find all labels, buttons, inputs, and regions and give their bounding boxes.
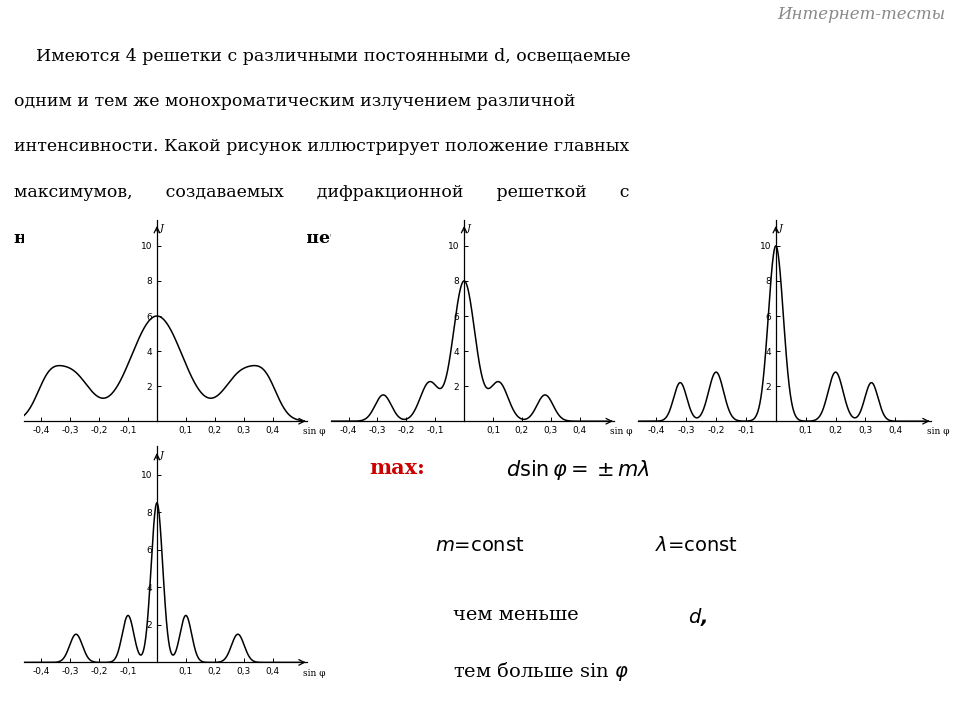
- Text: Интернет-тесты: Интернет-тесты: [778, 6, 946, 24]
- Text: sin φ: sin φ: [302, 428, 325, 436]
- Text: $d$,: $d$,: [687, 606, 708, 628]
- Text: максимумов,      создаваемых      дифракционной      решеткой      с: максимумов, создаваемых дифракционной ре…: [14, 184, 630, 201]
- Text: наименьшей постоянной решетки: наименьшей постоянной решетки: [14, 229, 367, 247]
- Text: $m$=const: $m$=const: [435, 536, 524, 554]
- Text: одним и тем же монохроматическим излучением различной: одним и тем же монохроматическим излучен…: [14, 93, 576, 110]
- Text: J: J: [159, 224, 164, 233]
- Text: sin φ: sin φ: [302, 669, 325, 678]
- Text: интенсивности. Какой рисунок иллюстрирует положение главных: интенсивности. Какой рисунок иллюстрируе…: [14, 138, 630, 156]
- Text: Имеются 4 решетки с различными постоянными d, освещаемые: Имеются 4 решетки с различными постоянны…: [14, 48, 631, 65]
- Text: ?: ?: [398, 229, 408, 246]
- Text: J: J: [467, 224, 471, 233]
- Text: max:: max:: [370, 458, 425, 478]
- Text: $\lambda$=const: $\lambda$=const: [655, 536, 738, 554]
- Text: J: J: [159, 451, 164, 460]
- Text: sin φ: sin φ: [926, 428, 949, 436]
- Text: чем меньше: чем меньше: [453, 606, 585, 624]
- Text: тем больше sin $\varphi$: тем больше sin $\varphi$: [453, 660, 629, 683]
- Text: $d \sin \varphi = \pm m\lambda$: $d \sin \varphi = \pm m\lambda$: [506, 458, 650, 482]
- Text: sin φ: sin φ: [610, 428, 633, 436]
- Text: J: J: [779, 224, 782, 233]
